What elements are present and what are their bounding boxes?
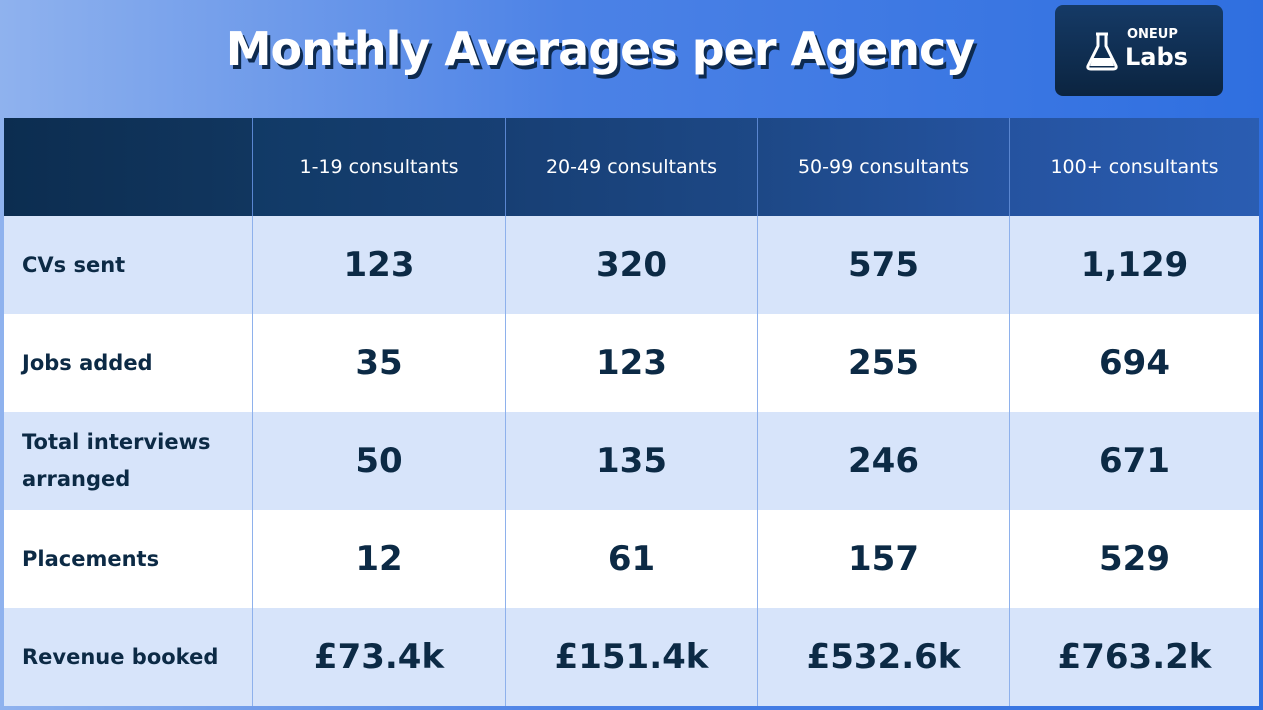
column-header: 50-99 consultants [757,118,1009,216]
row-label: Jobs added [4,314,252,412]
value-cell: 35 [252,314,505,412]
value-cell: 12 [252,510,505,608]
row-label: Revenue booked [4,608,252,706]
value-cell: £763.2k [1009,608,1259,706]
value-cell: 123 [505,314,757,412]
logo-top: ONEUP [1127,27,1178,42]
value-cell: 50 [252,412,505,510]
value-cell: 61 [505,510,757,608]
value-cell: 157 [757,510,1009,608]
value-cell: 123 [252,216,505,314]
value-cell: 694 [1009,314,1259,412]
value-cell: £73.4k [252,608,505,706]
value-cell: 320 [505,216,757,314]
value-cell: 255 [757,314,1009,412]
value-cell: 529 [1009,510,1259,608]
logo-bottom: Labs [1125,43,1188,71]
value-cell: £532.6k [757,608,1009,706]
flask-icon [1086,32,1118,71]
value-cell: 135 [505,412,757,510]
row-label: Total interviews arranged [4,412,252,510]
column-header: 1-19 consultants [252,118,505,216]
value-cell: 671 [1009,412,1259,510]
column-header: 100+ consultants [1009,118,1259,216]
row-label: CVs sent [4,216,252,314]
header-corner [4,118,252,216]
value-cell: 1,129 [1009,216,1259,314]
value-cell: 246 [757,412,1009,510]
value-cell: £151.4k [505,608,757,706]
value-cell: 575 [757,216,1009,314]
table: 1-19 consultants 20-49 consultants 50-99 c… [4,118,1259,706]
title: Monthly Averages per Agency [225,22,976,76]
row-label: Placements [4,510,252,608]
logo: ONEUP Labs [1055,5,1223,96]
column-header: 20-49 consultants [505,118,757,216]
